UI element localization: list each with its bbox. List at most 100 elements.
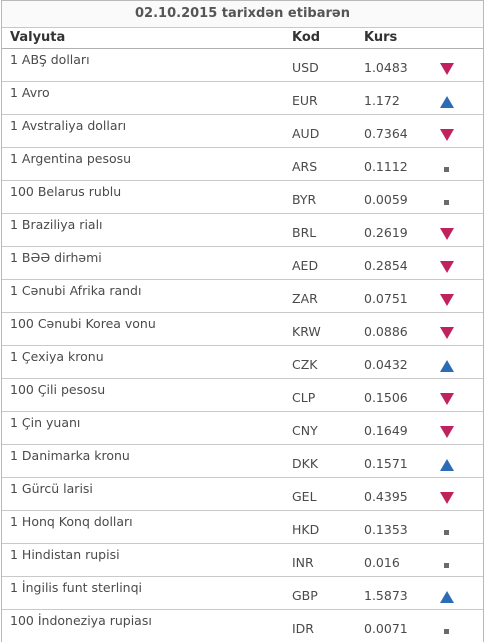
currency-name: 1 Danimarka kronu	[10, 448, 130, 463]
trend-up-icon	[439, 458, 455, 472]
currency-name: 1 Hindistan rupisi	[10, 547, 120, 562]
exchange-rate: 0.2854	[364, 258, 408, 273]
table-row: 1 ABŞ dolları USD 1.0483	[2, 49, 483, 82]
table-row: 1 Avro EUR 1.172	[2, 82, 483, 115]
exchange-rate: 0.2619	[364, 225, 408, 240]
currency-name: 100 Belarus rublu	[10, 184, 122, 199]
table-row: 1 Argentina pesosu ARS 0.1112	[2, 148, 483, 181]
table-body: 1 ABŞ dolları USD 1.0483 1 Avro EUR 1.172 1 Av…	[2, 49, 483, 642]
trend-marker	[440, 327, 454, 339]
trend-marker	[440, 96, 454, 108]
currency-code: CNY	[292, 423, 318, 438]
trend-marker	[444, 629, 449, 634]
currency-name: 1 Braziliya rialı	[10, 217, 103, 232]
trend-down-icon	[439, 260, 455, 274]
currency-code: INR	[292, 555, 314, 570]
trend-down-icon	[439, 293, 455, 307]
header-rate: Kurs	[364, 30, 398, 45]
currency-name: 1 Cənubi Afrika randı	[10, 283, 142, 298]
exchange-rate: 0.0751	[364, 291, 408, 306]
exchange-rate: 0.1112	[364, 159, 408, 174]
table-row: 1 Gürcü larisi GEL 0.4395	[2, 478, 483, 511]
trend-down-icon	[439, 62, 455, 76]
trend-marker	[440, 426, 454, 438]
trend-marker	[444, 530, 449, 535]
trend-marker	[444, 167, 449, 172]
exchange-rate: 1.0483	[364, 60, 408, 75]
currency-name: 100 Cənubi Korea vonu	[10, 316, 156, 331]
trend-unchanged-icon	[439, 194, 455, 208]
trend-up-icon	[439, 95, 455, 109]
trend-down-icon	[439, 227, 455, 241]
trend-marker	[440, 294, 454, 306]
table-row: 1 İngilis funt sterlinqi GBP 1.5873	[2, 577, 483, 610]
currency-code: AED	[292, 258, 319, 273]
currency-code: ARS	[292, 159, 318, 174]
trend-unchanged-icon	[439, 524, 455, 538]
currency-code: BYR	[292, 192, 317, 207]
trend-marker	[440, 459, 454, 471]
exchange-rate: 1.172	[364, 93, 400, 108]
currency-name: 1 ABŞ dolları	[10, 52, 90, 67]
trend-up-icon	[439, 590, 455, 604]
table-row: 100 İndoneziya rupiası IDR 0.0071	[2, 610, 483, 642]
trend-marker	[440, 360, 454, 372]
table-row: 1 Çin yuanı CNY 0.1649	[2, 412, 483, 445]
currency-code: AUD	[292, 126, 320, 141]
exchange-rate: 0.0071	[364, 621, 408, 636]
currency-name: 1 Çin yuanı	[10, 415, 81, 430]
table-row: 1 Danimarka kronu DKK 0.1571	[2, 445, 483, 478]
trend-marker	[440, 591, 454, 603]
table-row: 1 BƏƏ dirhəmi AED 0.2854	[2, 247, 483, 280]
currency-name: 1 Avstraliya dolları	[10, 118, 127, 133]
exchange-rate: 0.4395	[364, 489, 408, 504]
trend-marker	[440, 492, 454, 504]
currency-name: 1 Argentina pesosu	[10, 151, 132, 166]
currency-name: 1 Honq Konq dolları	[10, 514, 133, 529]
currency-name: 1 Avro	[10, 85, 50, 100]
table-row: 100 Cənubi Korea vonu KRW 0.0886	[2, 313, 483, 346]
table-header: Valyuta Kod Kurs	[2, 28, 483, 49]
currency-name: 1 Gürcü larisi	[10, 481, 93, 496]
table-row: 1 Cənubi Afrika randı ZAR 0.0751	[2, 280, 483, 313]
trend-marker	[440, 63, 454, 75]
table-row: 1 Braziliya rialı BRL 0.2619	[2, 214, 483, 247]
trend-marker	[440, 393, 454, 405]
table-row: 1 Çexiya kronu CZK 0.0432	[2, 346, 483, 379]
trend-marker	[444, 563, 449, 568]
currency-name: 1 BƏƏ dirhəmi	[10, 250, 102, 265]
exchange-rate: 0.0059	[364, 192, 408, 207]
table-title: 02.10.2015 tarixdən etibarən	[2, 1, 483, 28]
currency-code: EUR	[292, 93, 318, 108]
trend-unchanged-icon	[439, 161, 455, 175]
exchange-rate: 1.5873	[364, 588, 408, 603]
currency-code: CZK	[292, 357, 318, 372]
trend-down-icon	[439, 128, 455, 142]
trend-down-icon	[439, 425, 455, 439]
trend-marker	[440, 228, 454, 240]
exchange-rate: 0.1353	[364, 522, 408, 537]
trend-down-icon	[439, 491, 455, 505]
currency-code: KRW	[292, 324, 321, 339]
currency-code: HKD	[292, 522, 320, 537]
currency-name: 1 İngilis funt sterlinqi	[10, 580, 143, 595]
exchange-rate: 0.016	[364, 555, 400, 570]
table-row: 100 Belarus rublu BYR 0.0059	[2, 181, 483, 214]
exchange-rate: 0.1506	[364, 390, 408, 405]
currency-code: DKK	[292, 456, 319, 471]
currency-name: 1 Çexiya kronu	[10, 349, 104, 364]
table-row: 100 Çili pesosu CLP 0.1506	[2, 379, 483, 412]
header-code: Kod	[292, 30, 321, 45]
currency-code: IDR	[292, 621, 314, 636]
exchange-rate: 0.1649	[364, 423, 408, 438]
trend-unchanged-icon	[439, 557, 455, 571]
trend-down-icon	[439, 392, 455, 406]
currency-name: 100 İndoneziya rupiası	[10, 613, 152, 628]
trend-unchanged-icon	[439, 623, 455, 637]
currency-code: BRL	[292, 225, 317, 240]
trend-marker	[440, 129, 454, 141]
table-row: 1 Honq Konq dolları HKD 0.1353	[2, 511, 483, 544]
header-currency: Valyuta	[10, 30, 66, 45]
currency-name: 100 Çili pesosu	[10, 382, 106, 397]
